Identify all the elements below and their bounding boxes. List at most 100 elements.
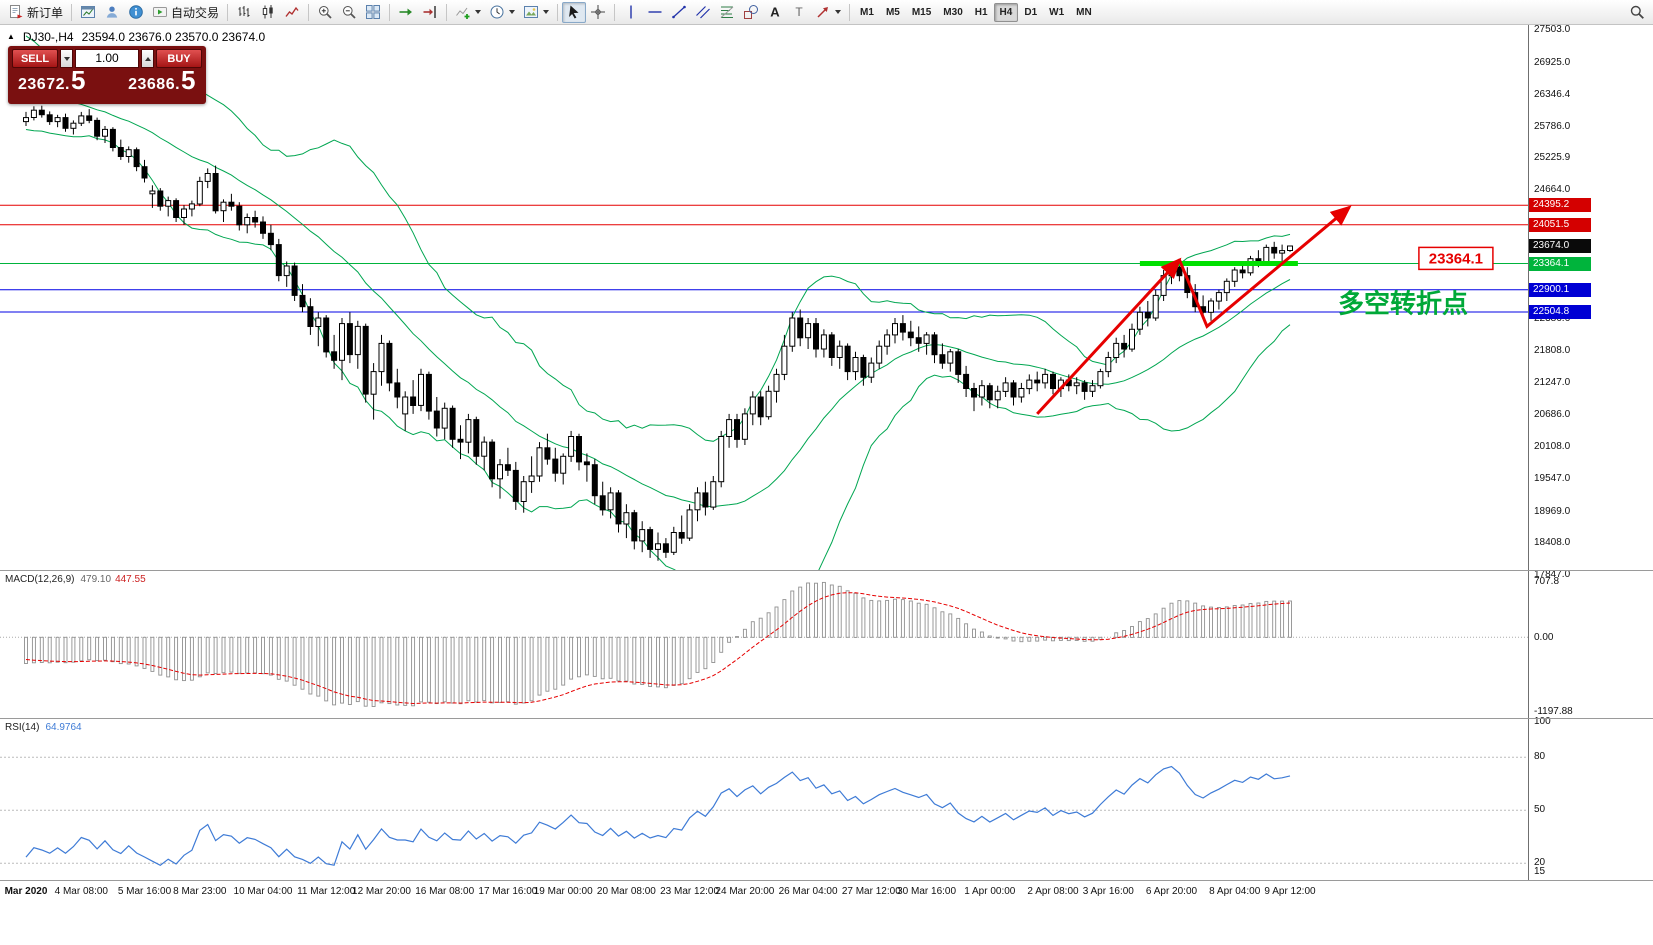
macd-axis-label: -1197.88 <box>1534 706 1573 717</box>
line-chart-icon <box>284 4 300 20</box>
macd-indicator <box>0 581 1528 707</box>
chart-shift-button[interactable] <box>418 2 442 23</box>
auto-scroll-button[interactable] <box>394 2 418 23</box>
channel-button[interactable] <box>691 2 715 23</box>
symbol-triangle-icon: ▲ <box>7 32 15 41</box>
buy-button[interactable]: BUY <box>156 49 202 68</box>
data-window-button[interactable] <box>100 2 124 23</box>
chevron-down-icon <box>835 10 842 14</box>
timeframe-m5-button[interactable]: M5 <box>885 6 900 18</box>
price-axis-label: 26346.4 <box>1534 89 1571 101</box>
vertical-line-button[interactable] <box>619 2 643 23</box>
timeframe-h1-button[interactable]: H1 <box>974 6 988 18</box>
chevron-down-icon <box>509 10 516 14</box>
time-axis[interactable]: Mar 2020 4 Mar 08:00 5 Mar 16:00 8 Mar 23:0… <box>0 881 1653 945</box>
periods-button[interactable] <box>485 2 519 23</box>
timeframe-h4-button[interactable]: H4 <box>993 2 1019 22</box>
line-chart-button[interactable] <box>280 2 304 23</box>
volume-decrease-button[interactable] <box>60 49 73 68</box>
time-axis-label: 3 Apr 16:00 <box>1082 886 1134 897</box>
auto-trading-icon <box>152 4 168 20</box>
timeframe-m1-button[interactable]: M1 <box>860 6 874 18</box>
svg-text:A: A <box>770 5 780 20</box>
price-callout-box[interactable] <box>1418 246 1494 271</box>
bar-chart-icon <box>236 4 252 20</box>
text-label-icon: T <box>791 4 807 20</box>
price-chart[interactable]: 23364.1 多空转折点 <box>0 25 1528 570</box>
templates-button[interactable] <box>519 2 553 23</box>
chart-ohlc-values: 23594.0 23676.0 23570.0 23674.0 <box>81 30 266 44</box>
toolbar-separator <box>849 3 851 21</box>
timeframe-mn-button[interactable]: MN <box>1076 6 1092 18</box>
text-label-button[interactable]: T <box>787 2 811 23</box>
toolbar-separator <box>389 3 391 21</box>
horizontal-line-button[interactable] <box>643 2 667 23</box>
price-axis-label: 18969.0 <box>1534 505 1571 517</box>
market-watch-button[interactable] <box>76 2 100 23</box>
volume-input[interactable]: 1.00 <box>75 49 139 68</box>
time-axis-label: 19 Mar 00:00 <box>533 886 593 897</box>
trend-arrow[interactable] <box>1036 257 1182 415</box>
macd-panel[interactable]: MACD(12,26,9) 479.10 447.55 <box>0 571 1528 718</box>
time-axis-label: 10 Mar 04:00 <box>233 886 293 897</box>
symbol-search-button[interactable] <box>1625 2 1649 23</box>
price-axis[interactable]: 27503.0 26925.0 26346.4 25786.0 25225.9 24664… <box>1528 24 1653 880</box>
panel-separator[interactable] <box>0 570 1653 571</box>
time-axis-label: 11 Mar 12:00 <box>297 886 356 897</box>
timeframe-w1-button[interactable]: W1 <box>1049 6 1065 18</box>
trend-arrow[interactable] <box>1178 205 1352 329</box>
rsi-value: 64.9764 <box>45 722 82 733</box>
crosshair-button[interactable] <box>586 2 610 23</box>
vertical-line-icon <box>623 4 639 20</box>
cursor-icon <box>566 4 582 20</box>
trade-panel-controls: SELL 1.00 BUY <box>12 49 202 68</box>
time-axis-label: 16 Mar 08:00 <box>415 886 475 897</box>
sell-button[interactable]: SELL <box>12 49 58 68</box>
bar-chart-button[interactable] <box>232 2 256 23</box>
channel-icon <box>695 4 711 20</box>
price-axis-label: 26925.0 <box>1534 56 1571 68</box>
text-button[interactable]: A <box>763 2 787 23</box>
rsi-axis-label: 50 <box>1534 804 1546 816</box>
shapes-icon <box>743 4 759 20</box>
zoom-in-button[interactable] <box>313 2 337 23</box>
cursor-button[interactable] <box>562 1 587 23</box>
trendline-button[interactable] <box>667 2 691 23</box>
price-axis-label: 19547.0 <box>1534 473 1571 484</box>
rsi-axis-label: 15 <box>1534 866 1546 877</box>
macd-axis-label: 0.00 <box>1534 632 1554 644</box>
zoom-out-button[interactable] <box>337 2 361 23</box>
candlestick-chart-button[interactable] <box>256 2 280 23</box>
tile-windows-button[interactable] <box>361 2 385 23</box>
time-axis-label: 24 Mar 20:00 <box>715 886 775 897</box>
indicators-button[interactable] <box>451 2 485 23</box>
chart-annotation-text[interactable]: 多空转折点 <box>1338 289 1468 319</box>
time-axis-label: 23 Mar 12:00 <box>660 886 720 897</box>
toolbar-separator <box>446 3 448 21</box>
toolbar-separator <box>71 3 73 21</box>
rsi-axis-label: 20 <box>1534 857 1546 869</box>
time-axis-label: 2 Apr 08:00 <box>1027 886 1079 897</box>
new-order-button-label: 新订单 <box>27 5 64 20</box>
rsi-panel[interactable]: RSI(14) 64.9764 <box>0 719 1528 880</box>
fibonacci-button[interactable] <box>715 2 739 23</box>
timeframe-d1-button[interactable]: D1 <box>1024 6 1038 18</box>
time-axis-label: 6 Apr 20:00 <box>1145 886 1198 897</box>
macd-axis-label: 707.8 <box>1534 576 1560 587</box>
timeframe-m15-button[interactable]: M15 <box>911 6 932 18</box>
auto-trading-button[interactable]: 自动交易 <box>148 2 223 23</box>
buy-price: 23686.5 <box>128 65 196 95</box>
chart-symbol-period: DJ30-,H4 <box>22 30 74 44</box>
navigator-button[interactable] <box>124 2 148 23</box>
shapes-button[interactable] <box>739 2 763 23</box>
indicators-icon <box>455 4 471 20</box>
arrows-button[interactable] <box>811 2 845 23</box>
main-chart-panel[interactable]: 23364.1 多空转折点 ▲ DJ30-,H4 23594.0 23676.0 … <box>0 25 1528 570</box>
time-axis-label: 1 Apr 00:00 <box>964 886 1016 897</box>
volume-increase-button[interactable] <box>141 49 154 68</box>
timeframe-m30-button[interactable]: M30 <box>943 6 963 18</box>
time-axis-label: Mar 2020 <box>4 886 48 897</box>
new-order-button[interactable]: 新订单 <box>4 2 67 23</box>
panel-separator[interactable] <box>0 718 1653 719</box>
